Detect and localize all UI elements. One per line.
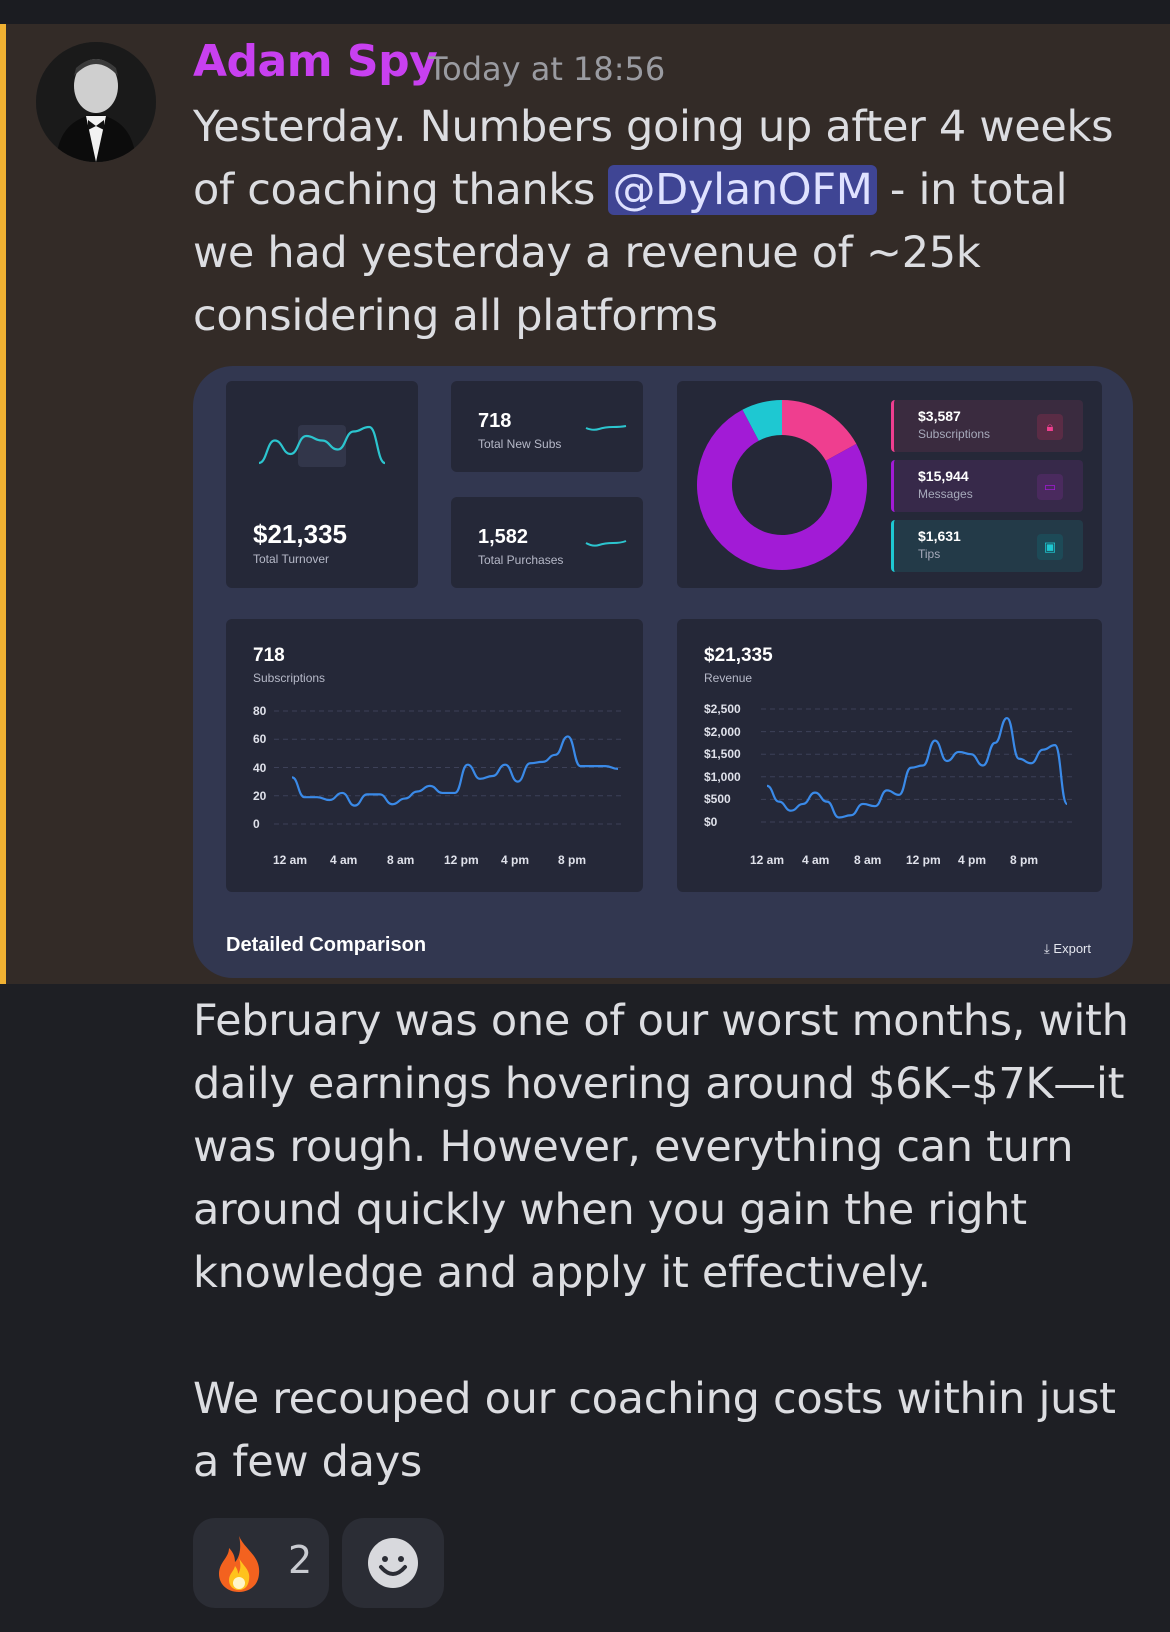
data-line: [766, 716, 1069, 819]
detailed-comparison-title: Detailed Comparison: [226, 934, 427, 956]
fire-icon: [219, 1536, 260, 1592]
turnover-card: $21,335 Total Turnover: [226, 381, 418, 588]
y-tick-label: 60: [253, 732, 267, 747]
message-paragraph-3: We recouped our coaching costs within ju…: [193, 1374, 1116, 1487]
avatar[interactable]: [36, 42, 156, 162]
legend-subscriptions: $3,587 Subscriptions 🔒︎: [891, 400, 1083, 452]
revenue-line-chart: [761, 708, 1074, 823]
y-tick-label: $1,500: [704, 747, 741, 762]
purchases-sparkline: [585, 540, 627, 547]
turnover-label: Total Turnover: [253, 552, 330, 566]
x-tick-label: 12 pm: [906, 853, 941, 867]
revenue-chart-card: $21,335 Revenue $2,500 $2,000 $1,500 $1,000…: [677, 619, 1102, 892]
reaction-count: 2: [288, 1538, 313, 1582]
legend-value: $15,944: [918, 468, 969, 484]
new-subs-sparkline: [585, 425, 627, 431]
subscriptions-chart-value: 718: [253, 645, 285, 666]
message-text: Yesterday. Numbers going up after 4 week…: [193, 96, 1133, 348]
y-tick-label: $2,500: [704, 702, 741, 716]
revenue-chart-value: $21,335: [704, 645, 773, 666]
legend-value: $3,587: [918, 408, 961, 424]
export-label: Export: [1053, 941, 1091, 956]
x-tick-label: 4 am: [802, 853, 830, 867]
highlight-bar: [0, 24, 6, 984]
legend-label: Messages: [918, 487, 973, 501]
purchases-card: 1,582 Total Purchases: [451, 497, 643, 588]
smiley-icon: [368, 1538, 418, 1588]
x-tick-label: 8 am: [387, 853, 415, 867]
legend-value: $1,631: [918, 528, 961, 544]
message-paragraph-2: February was one of our worst months, wi…: [193, 996, 1129, 1298]
donut-slice-subscriptions: [782, 400, 857, 461]
subscriptions-chart-card: 718 Subscriptions 80 60 40 20 0 12 am 4 am 8 a…: [226, 619, 643, 892]
user-mention[interactable]: @DylanOFM: [608, 165, 877, 215]
y-tick-label: $1,000: [704, 769, 741, 784]
x-tick-label: 8 pm: [1010, 853, 1039, 867]
x-tick-label: 12 am: [273, 853, 308, 867]
top-strip: [0, 0, 1170, 24]
legend-tips: $1,631 Tips ▣: [891, 520, 1083, 572]
x-tick-label: 12 am: [750, 853, 785, 867]
turnover-value: $21,335: [253, 519, 347, 549]
message-timestamp: Today at 18:56: [428, 50, 666, 88]
y-tick-label: 20: [253, 788, 267, 803]
donut-slice-tips: [742, 400, 782, 441]
y-tick-label: 80: [253, 704, 267, 718]
x-tick-label: 8 pm: [558, 853, 587, 867]
donut-chart: [697, 400, 867, 570]
subscriptions-chart-label: Subscriptions: [253, 671, 326, 685]
y-tick-label: $2,000: [704, 724, 741, 739]
author-name[interactable]: Adam Spy: [193, 36, 438, 87]
legend-label: Tips: [918, 547, 941, 561]
breakdown-card: $3,587 Subscriptions 🔒︎ $15,944 Messages…: [677, 381, 1102, 588]
add-reaction-button[interactable]: [342, 1518, 444, 1608]
revenue-chart-label: Revenue: [704, 671, 753, 685]
cash-icon: ▣: [1037, 534, 1063, 560]
y-tick-label: $0: [704, 815, 718, 829]
legend-messages: $15,944 Messages ▭: [891, 460, 1083, 512]
new-subs-label: Total New Subs: [478, 437, 562, 451]
subscriptions-line-chart: [274, 710, 623, 825]
lock-icon: 🔒︎: [1037, 414, 1063, 440]
y-tick-label: 40: [253, 760, 267, 775]
new-subs-card: 718 Total New Subs: [451, 381, 643, 472]
message-text-part: Yesterday. Numbers going up after 4 week…: [193, 102, 1114, 215]
legend-label: Subscriptions: [918, 427, 991, 441]
export-button[interactable]: ⤓ Export: [1044, 941, 1091, 957]
x-tick-label: 4 pm: [501, 853, 530, 867]
x-tick-label: 8 am: [854, 853, 882, 867]
turnover-sparkline: [258, 425, 386, 467]
dashboard-image[interactable]: $21,335 Total Turnover 718 Total New Sub…: [193, 366, 1133, 978]
new-subs-value: 718: [478, 410, 512, 432]
download-icon: ⤓: [1044, 941, 1050, 956]
message-text-part: - in total we had yesterday a revenue of…: [193, 165, 1068, 341]
y-tick-label: $500: [704, 792, 731, 807]
purchases-value: 1,582: [478, 526, 529, 548]
x-tick-label: 12 pm: [444, 853, 479, 867]
reaction-fire[interactable]: 2: [193, 1518, 329, 1608]
x-tick-label: 4 pm: [958, 853, 987, 867]
avatar-image: [36, 42, 156, 162]
y-tick-label: 0: [253, 817, 260, 831]
donut-slice-messages: [697, 409, 867, 570]
purchases-label: Total Purchases: [478, 553, 564, 567]
x-tick-label: 4 am: [330, 853, 358, 867]
message-icon: ▭: [1037, 474, 1063, 500]
data-line: [291, 735, 619, 807]
